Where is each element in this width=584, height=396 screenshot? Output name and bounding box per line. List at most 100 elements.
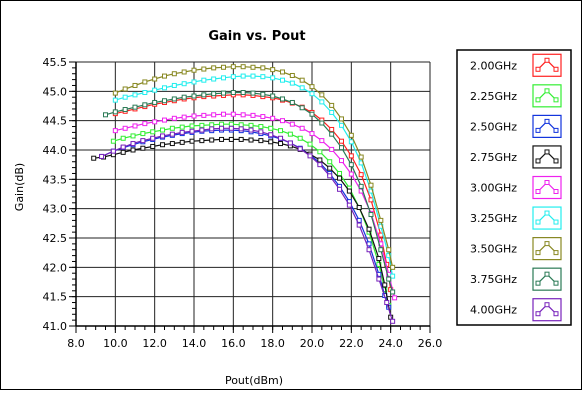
- data-point: [258, 138, 264, 144]
- legend: 2.00GHz 2.25GHz 2.50GHz 2.75GHz 3.00GHz 3.25G…: [456, 49, 572, 326]
- data-point: [132, 82, 138, 88]
- legend-swatch-marker: [535, 219, 541, 225]
- data-point: [270, 115, 276, 121]
- data-point: [238, 126, 244, 132]
- data-point: [209, 122, 215, 128]
- data-point: [317, 162, 323, 168]
- data-point: [230, 64, 236, 70]
- legend-swatch-marker: [544, 180, 550, 185]
- data-point: [201, 66, 207, 72]
- legend-label: 3.75GHz: [470, 273, 517, 286]
- data-point: [268, 139, 274, 145]
- data-point: [368, 197, 374, 203]
- plot-background: [76, 62, 430, 326]
- legend-swatch-marker: [553, 97, 559, 103]
- data-point: [319, 92, 325, 98]
- data-point: [339, 138, 344, 144]
- legend-swatch-marker: [535, 97, 541, 103]
- x-tick-label: 14.0: [182, 337, 207, 350]
- legend-swatch: [532, 206, 562, 230]
- data-point: [260, 74, 266, 80]
- data-point: [219, 125, 225, 131]
- data-point: [219, 121, 225, 127]
- legend-label: 2.00GHz: [470, 59, 517, 72]
- data-point: [120, 144, 126, 150]
- data-point: [150, 129, 156, 135]
- data-point: [317, 157, 323, 163]
- data-point: [309, 131, 315, 137]
- y-tick-label: 44.5: [43, 115, 68, 128]
- data-point: [169, 141, 175, 147]
- data-point: [329, 102, 335, 108]
- data-point: [297, 146, 303, 152]
- data-point: [358, 154, 364, 160]
- data-point: [132, 123, 138, 129]
- legend-swatch-marker: [544, 271, 550, 277]
- data-point: [219, 136, 225, 142]
- data-point: [319, 120, 325, 126]
- legend-label: 2.75GHz: [470, 151, 517, 164]
- data-point: [378, 247, 384, 253]
- data-point: [337, 170, 343, 176]
- legend-swatch-marker: [544, 88, 550, 94]
- data-point: [289, 80, 295, 86]
- legend-swatch-marker: [553, 66, 559, 72]
- data-point: [189, 138, 195, 144]
- data-point: [140, 131, 146, 137]
- data-point: [221, 75, 226, 81]
- data-point: [150, 135, 156, 141]
- data-point: [278, 141, 284, 147]
- data-point: [384, 300, 390, 306]
- y-axis-label: Gain(dB): [13, 163, 26, 211]
- legend-swatch-marker: [535, 189, 541, 194]
- data-point: [386, 276, 392, 282]
- data-point: [248, 137, 254, 143]
- legend-swatch-marker: [535, 158, 541, 164]
- legend-label: 2.50GHz: [470, 120, 517, 133]
- data-point: [112, 109, 118, 115]
- data-point: [390, 289, 396, 295]
- data-point: [142, 102, 148, 108]
- data-point: [120, 149, 126, 155]
- legend-label: 3.25GHz: [470, 212, 517, 225]
- data-point: [238, 122, 244, 128]
- y-tick-label: 45.0: [43, 85, 68, 98]
- data-point: [189, 123, 195, 129]
- x-axis-label: Pout(dBm): [225, 374, 283, 387]
- data-point: [358, 172, 364, 178]
- series-3-50ghz: [112, 64, 396, 270]
- data-point: [356, 222, 362, 228]
- data-point: [268, 132, 274, 138]
- data-point: [250, 112, 256, 118]
- x-tick-label: 10.0: [103, 337, 128, 350]
- legend-swatch: [532, 237, 562, 261]
- data-point: [289, 121, 295, 127]
- legend-swatch: [532, 114, 562, 138]
- legend-swatch-marker: [553, 219, 559, 225]
- data-point: [382, 282, 388, 288]
- data-point: [240, 90, 246, 96]
- data-point: [221, 90, 226, 96]
- data-point: [209, 137, 215, 143]
- data-point: [160, 142, 166, 148]
- series-group: [91, 64, 398, 324]
- legend-swatch-marker: [544, 57, 550, 63]
- data-point: [356, 204, 362, 210]
- legend-swatch-marker: [535, 280, 541, 286]
- data-point: [181, 114, 187, 120]
- data-point: [366, 247, 372, 253]
- data-point: [171, 82, 177, 88]
- data-point: [228, 121, 234, 127]
- data-point: [211, 91, 217, 97]
- data-point: [280, 69, 285, 75]
- data-point: [329, 146, 335, 152]
- data-point: [376, 276, 382, 282]
- data-point: [289, 72, 295, 78]
- y-tick-label: 43.0: [43, 203, 68, 216]
- data-point: [337, 186, 343, 192]
- data-point: [169, 131, 175, 137]
- data-point: [162, 85, 167, 91]
- data-point: [386, 247, 392, 253]
